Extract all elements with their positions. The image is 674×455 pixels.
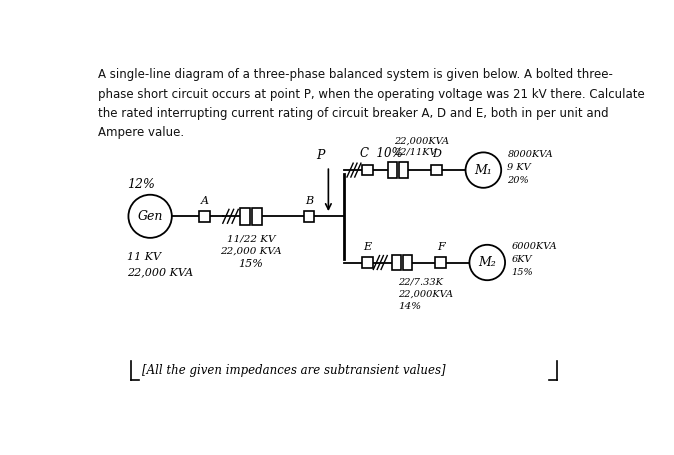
Text: 11/22 KV: 11/22 KV: [226, 234, 275, 243]
Text: phase short circuit occurs at point P, when the operating voltage was 21 kV ther: phase short circuit occurs at point P, w…: [98, 88, 645, 101]
Bar: [431, 165, 442, 176]
Bar: [392, 255, 401, 270]
Bar: [399, 162, 408, 178]
Text: 22,000KVA: 22,000KVA: [394, 136, 450, 146]
Text: A single-line diagram of a three-phase balanced system is given below. A bolted : A single-line diagram of a three-phase b…: [98, 68, 613, 81]
Text: 9 KV: 9 KV: [508, 162, 531, 172]
Bar: [435, 257, 446, 268]
Text: 11 KV: 11 KV: [127, 252, 161, 262]
Circle shape: [129, 195, 172, 238]
Text: Gen: Gen: [137, 210, 163, 223]
Text: E: E: [363, 242, 371, 252]
Text: 20%: 20%: [508, 176, 529, 185]
Text: M₂: M₂: [479, 256, 496, 269]
Text: 6000KVA: 6000KVA: [512, 242, 557, 251]
Text: 22/7.33K: 22/7.33K: [398, 278, 443, 287]
Text: 12%: 12%: [127, 178, 155, 191]
Text: 14%: 14%: [398, 303, 421, 312]
Circle shape: [469, 245, 505, 280]
Text: [All the given impedances are subtransient values]: [All the given impedances are subtransie…: [142, 364, 446, 377]
Bar: [388, 162, 397, 178]
Text: 8000KVA: 8000KVA: [508, 150, 553, 158]
Bar: [303, 211, 315, 222]
Text: F: F: [437, 242, 445, 252]
Text: the rated interrupting current rating of circuit breaker A, D and E, both in per: the rated interrupting current rating of…: [98, 107, 609, 120]
Text: 15%: 15%: [239, 258, 264, 268]
Bar: [240, 208, 250, 225]
Bar: [362, 257, 373, 268]
Bar: [252, 208, 262, 225]
Bar: [403, 255, 412, 270]
Text: 22/11KV: 22/11KV: [394, 147, 437, 157]
Text: P: P: [316, 149, 324, 162]
Text: D: D: [433, 149, 441, 159]
Text: B: B: [305, 196, 313, 206]
Text: 22,000 KVA: 22,000 KVA: [220, 246, 282, 255]
Text: 6KV: 6KV: [512, 255, 532, 264]
Text: 22,000KVA: 22,000KVA: [398, 290, 453, 299]
Text: A: A: [200, 196, 208, 206]
Text: Ampere value.: Ampere value.: [98, 126, 184, 139]
Text: 15%: 15%: [512, 268, 533, 277]
Text: M₁: M₁: [474, 164, 492, 177]
Bar: [362, 165, 373, 176]
Text: 22,000 KVA: 22,000 KVA: [127, 267, 193, 277]
Text: C  10%: C 10%: [360, 147, 403, 160]
Bar: [199, 211, 210, 222]
Circle shape: [466, 152, 501, 188]
